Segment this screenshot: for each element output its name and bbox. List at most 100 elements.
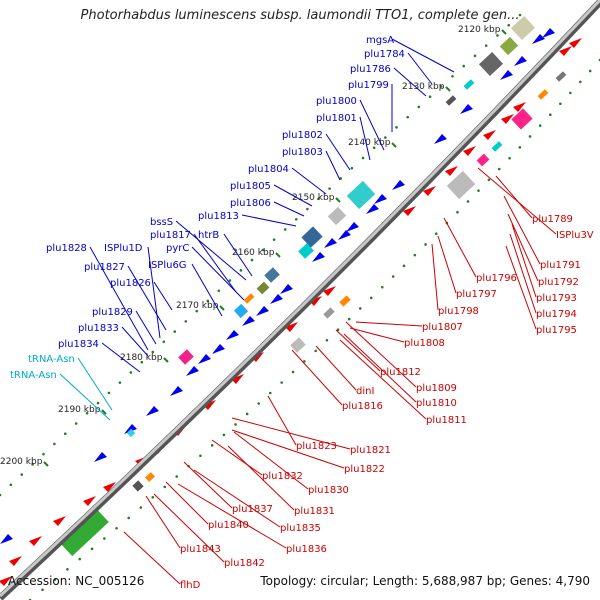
kbp-tick-label: 2140 kbp: [348, 138, 391, 148]
gene-label-plu1800[interactable]: plu1800: [316, 96, 357, 107]
scale-dot: [234, 423, 237, 426]
gene-label-plu1799[interactable]: plu1799: [348, 80, 389, 91]
gene-label-plu1831[interactable]: plu1831: [294, 506, 335, 517]
gene-label-plu1842[interactable]: plu1842: [224, 558, 265, 569]
gene-label-trna-asn[interactable]: tRNA-Asn: [10, 370, 57, 381]
gene-label-plu1821[interactable]: plu1821: [350, 445, 391, 456]
gene-label-plu1834[interactable]: plu1834: [58, 339, 99, 350]
gene-label-isplu1d[interactable]: ISPlu1D: [104, 243, 143, 254]
gene-label-isplu6g[interactable]: ISPlu6G: [148, 260, 187, 271]
gene-label-dini[interactable]: dinI: [356, 386, 374, 397]
label-leader-line: [407, 52, 433, 85]
gene-label-plu1803[interactable]: plu1803: [282, 147, 323, 158]
label-leader-line: [193, 469, 281, 528]
forward-gene-arrow: [226, 330, 239, 340]
gene-box-silver: [290, 337, 306, 353]
label-leader-line: [175, 220, 247, 281]
gene-label-plu1801[interactable]: plu1801: [316, 113, 357, 124]
gene-label-plu1784[interactable]: plu1784: [364, 49, 405, 60]
gene-label-plu1835[interactable]: plu1835: [280, 523, 321, 534]
gene-label-plu1836[interactable]: plu1836: [286, 544, 327, 555]
gene-label-plu1789[interactable]: plu1789: [532, 214, 573, 225]
scale-dot: [66, 568, 69, 571]
gene-label-plu1804[interactable]: plu1804: [248, 164, 289, 175]
scale-dot: [283, 228, 287, 231]
reverse-gene-arrow: [445, 166, 458, 176]
gene-label-mgsa[interactable]: mgsA: [366, 35, 394, 46]
gene-label-plu1830[interactable]: plu1830: [308, 485, 349, 496]
forward-gene-arrow: [542, 28, 555, 38]
gene-label-plu1813[interactable]: plu1813: [198, 211, 239, 222]
gene-label-plu1817[interactable]: plu1817: [150, 230, 191, 241]
gene-label-plu1807[interactable]: plu1807: [422, 322, 463, 333]
reverse-gene-arrow: [423, 186, 436, 196]
gene-label-plu1827[interactable]: plu1827: [84, 262, 125, 273]
gene-label-plu1811[interactable]: plu1811: [426, 415, 467, 426]
scale-dot: [90, 547, 94, 551]
label-leader-line: [177, 483, 287, 549]
gene-label-plu1806[interactable]: plu1806: [230, 198, 271, 209]
gene-label-plu1796[interactable]: plu1796: [476, 273, 517, 284]
gene-box-orange: [243, 293, 255, 304]
gene-label-plu1832[interactable]: plu1832: [262, 471, 303, 482]
gene-label-plu1810[interactable]: plu1810: [416, 398, 457, 409]
gene-label-plu1823[interactable]: plu1823: [296, 441, 337, 452]
scale-dot: [372, 146, 376, 150]
scale-dot: [439, 85, 443, 88]
gene-label-trna-asn[interactable]: tRNA-Asn: [28, 354, 75, 365]
scale-dot: [518, 13, 522, 17]
gene-label-plu1840[interactable]: plu1840: [208, 520, 249, 531]
forward-gene-arrow: [124, 424, 137, 434]
label-leader-line: [325, 133, 351, 171]
label-leader-line: [191, 246, 245, 301]
forward-gene-arrow: [170, 386, 183, 396]
label-leader-line: [505, 245, 537, 330]
gene-label-plu1792[interactable]: plu1792: [538, 277, 579, 288]
reverse-gene-arrow: [569, 38, 582, 48]
label-leader-line: [193, 233, 237, 293]
scale-dot: [361, 156, 365, 160]
gene-label-plu1828[interactable]: plu1828: [46, 243, 87, 254]
gene-label-plu1786[interactable]: plu1786: [350, 64, 391, 75]
label-leader-line: [123, 531, 181, 585]
forward-gene-arrow: [242, 316, 255, 326]
scale-dot: [163, 485, 167, 489]
gene-label-plu1809[interactable]: plu1809: [416, 383, 457, 394]
gene-label-plu1837[interactable]: plu1837: [232, 504, 273, 515]
gene-label-plu1843[interactable]: plu1843: [180, 544, 221, 555]
gene-label-isplu3v[interactable]: ISPlu3V: [556, 230, 594, 241]
label-leader-line: [59, 373, 111, 421]
kbp-tick-label: 2190 kbp: [58, 405, 101, 415]
label-leader-line: [101, 342, 141, 373]
label-leader-line: [233, 431, 309, 490]
gene-label-plu1833[interactable]: plu1833: [78, 323, 119, 334]
scale-dot: [451, 74, 454, 78]
scale-dot: [306, 207, 309, 211]
scale-dot: [336, 328, 340, 332]
gene-label-plu1808[interactable]: plu1808: [404, 338, 445, 349]
gene-label-plu1826[interactable]: plu1826: [110, 278, 151, 289]
gene-label-htrb[interactable]: htrB: [198, 230, 219, 241]
gene-label-plu1791[interactable]: plu1791: [540, 260, 581, 271]
gene-label-plu1812[interactable]: plu1812: [380, 367, 421, 378]
gene-label-plu1793[interactable]: plu1793: [536, 293, 577, 304]
gene-label-plu1816[interactable]: plu1816: [342, 401, 383, 412]
gene-label-pyrc[interactable]: pyrC: [166, 243, 189, 254]
gene-label-flhd[interactable]: flhD: [180, 580, 201, 591]
scale-dot: [173, 330, 177, 333]
kbp-tick-label: 2160 kbp: [232, 248, 275, 258]
gene-label-plu1798[interactable]: plu1798: [438, 306, 479, 317]
gene-label-bsss[interactable]: bssS: [150, 217, 173, 228]
kbp-tick-mark: [219, 305, 225, 311]
gene-label-plu1794[interactable]: plu1794: [536, 309, 577, 320]
gene-label-plu1822[interactable]: plu1822: [344, 464, 385, 475]
gene-label-plu1829[interactable]: plu1829: [92, 307, 133, 318]
gene-label-plu1805[interactable]: plu1805: [230, 181, 271, 192]
forward-gene-arrow: [366, 204, 379, 214]
label-leader-line: [223, 233, 253, 277]
gene-label-plu1797[interactable]: plu1797: [456, 289, 497, 300]
label-leader-line: [349, 327, 405, 343]
gene-label-plu1802[interactable]: plu1802: [282, 130, 323, 141]
gene-label-plu1795[interactable]: plu1795: [536, 325, 577, 336]
